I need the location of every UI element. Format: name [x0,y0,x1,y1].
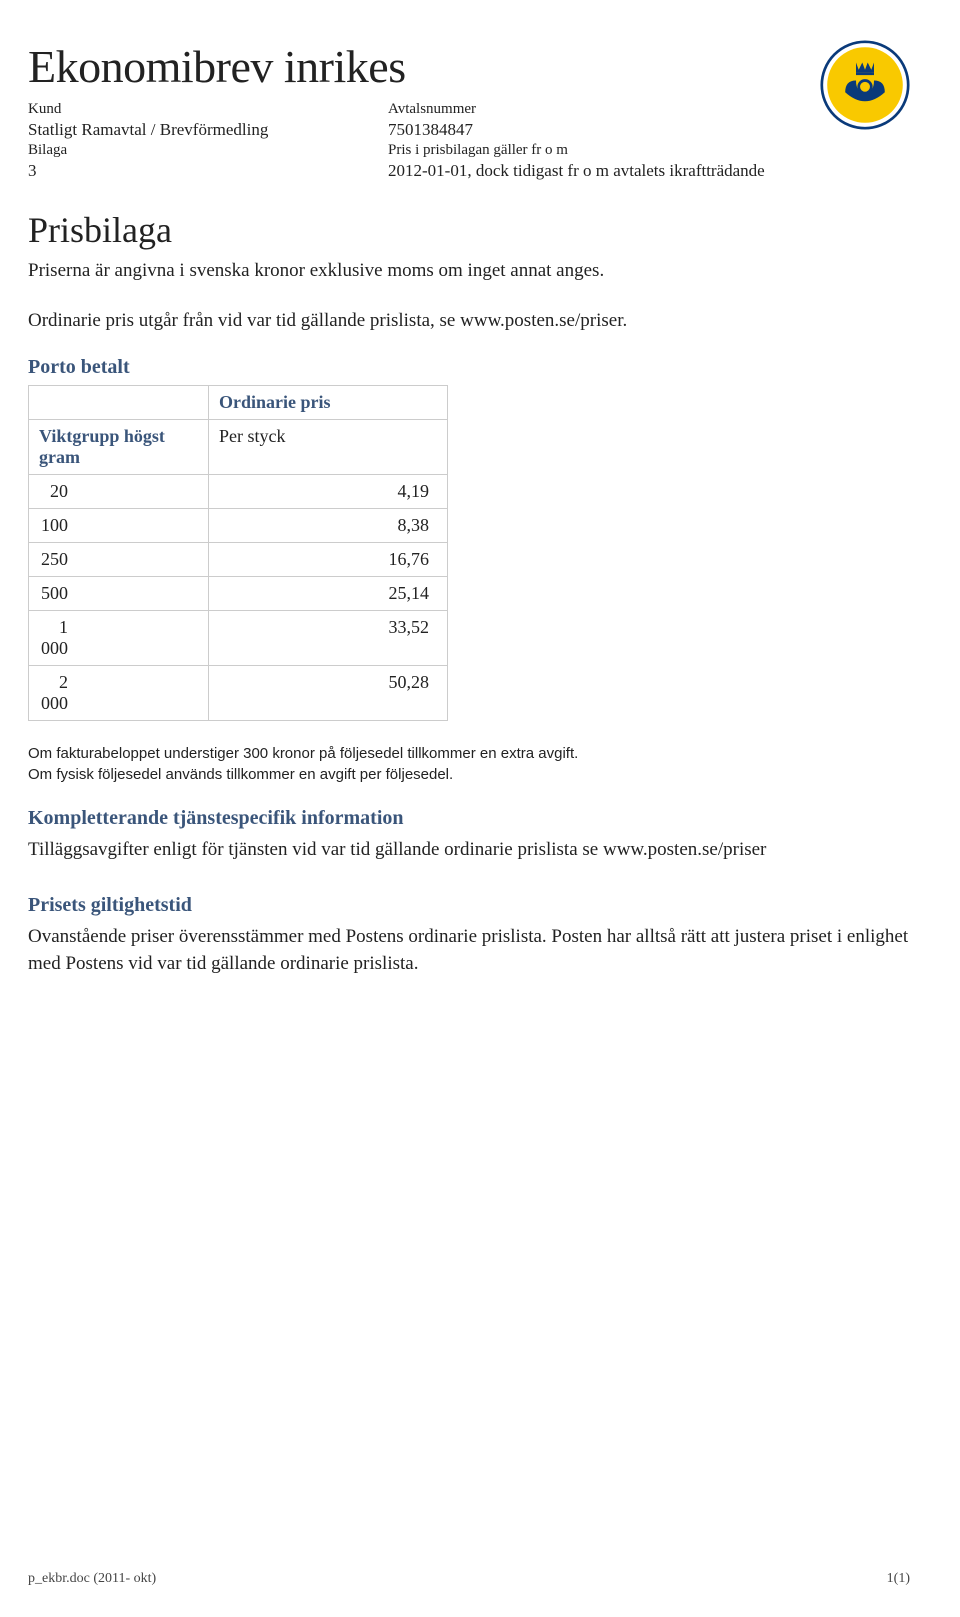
footer: p_ekbr.doc (2011- okt) 1(1) [28,1571,910,1587]
header: Ekonomibrev inrikes Kund Avtalsnummer St… [28,40,910,181]
table-row: 2 000 50,28 [29,666,448,721]
price-cell: 16,76 [208,543,447,577]
footer-left: p_ekbr.doc (2011- okt) [28,1571,156,1587]
avtal-label: Avtalsnummer [388,101,820,118]
table-row: 250 16,76 [29,543,448,577]
kompletterande-body: Tilläggsavgifter enligt för tjänsten vid… [28,836,910,864]
table-row: 1 000 33,52 [29,611,448,666]
table-row: 20 4,19 [29,475,448,509]
page-title: Ekonomibrev inrikes [28,40,820,93]
note-line1: Om fakturabeloppet understiger 300 krono… [28,743,910,764]
kompletterande-heading: Kompletterande tjänstespecifik informati… [28,807,910,830]
kund-label: Kund [28,101,368,118]
price-table: Ordinarie pris Viktgrupp högst gram Per … [28,385,448,721]
col1-sub: Viktgrupp högst gram [29,420,209,475]
price-cell: 25,14 [208,577,447,611]
col2-top: Ordinarie pris [208,386,447,420]
kund-value: Statligt Ramavtal / Brevförmedling [28,120,368,140]
note-line2: Om fysisk följesedel används tillkommer … [28,764,910,785]
price-cell: 8,38 [208,509,447,543]
pris-label: Pris i prisbilagan gäller fr o m [388,142,820,159]
header-left: Ekonomibrev inrikes Kund Avtalsnummer St… [28,40,820,181]
weight-cell: 1 000 [29,611,209,666]
price-cell: 50,28 [208,666,447,721]
weight-cell: 100 [29,509,209,543]
price-cell: 4,19 [208,475,447,509]
col2-sub: Per styck [208,420,447,475]
prisbilaga-title: Prisbilaga [28,209,910,251]
table-row: 100 8,38 [29,509,448,543]
table-row: 500 25,14 [29,577,448,611]
pris-value: 2012-01-01, dock tidigast fr o m avtalet… [388,161,820,181]
weight-cell: 500 [29,577,209,611]
weight-cell: 250 [29,543,209,577]
bilaga-label: Bilaga [28,142,368,159]
giltighet-body: Ovanstående priser överensstämmer med Po… [28,923,910,978]
weight-cell: 20 [29,475,209,509]
notes: Om fakturabeloppet understiger 300 krono… [28,743,910,785]
table-heading: Porto betalt [28,356,910,379]
price-table-body: 20 4,19 100 8,38 250 16,76 500 25,14 1 0… [29,475,448,721]
giltighet-heading: Prisets giltighetstid [28,894,910,917]
price-cell: 33,52 [208,611,447,666]
footer-right: 1(1) [887,1571,910,1587]
weight-cell: 2 000 [29,666,209,721]
avtal-value: 7501384847 [388,120,820,140]
meta-grid: Kund Avtalsnummer Statligt Ramavtal / Br… [28,101,820,181]
col1-top [29,386,209,420]
prisbilaga-ordinarie: Ordinarie pris utgår från vid var tid gä… [28,307,910,335]
prisbilaga-intro: Priserna är angivna i svenska kronor exk… [28,257,910,285]
posten-logo-icon [820,40,910,130]
bilaga-value: 3 [28,161,368,181]
